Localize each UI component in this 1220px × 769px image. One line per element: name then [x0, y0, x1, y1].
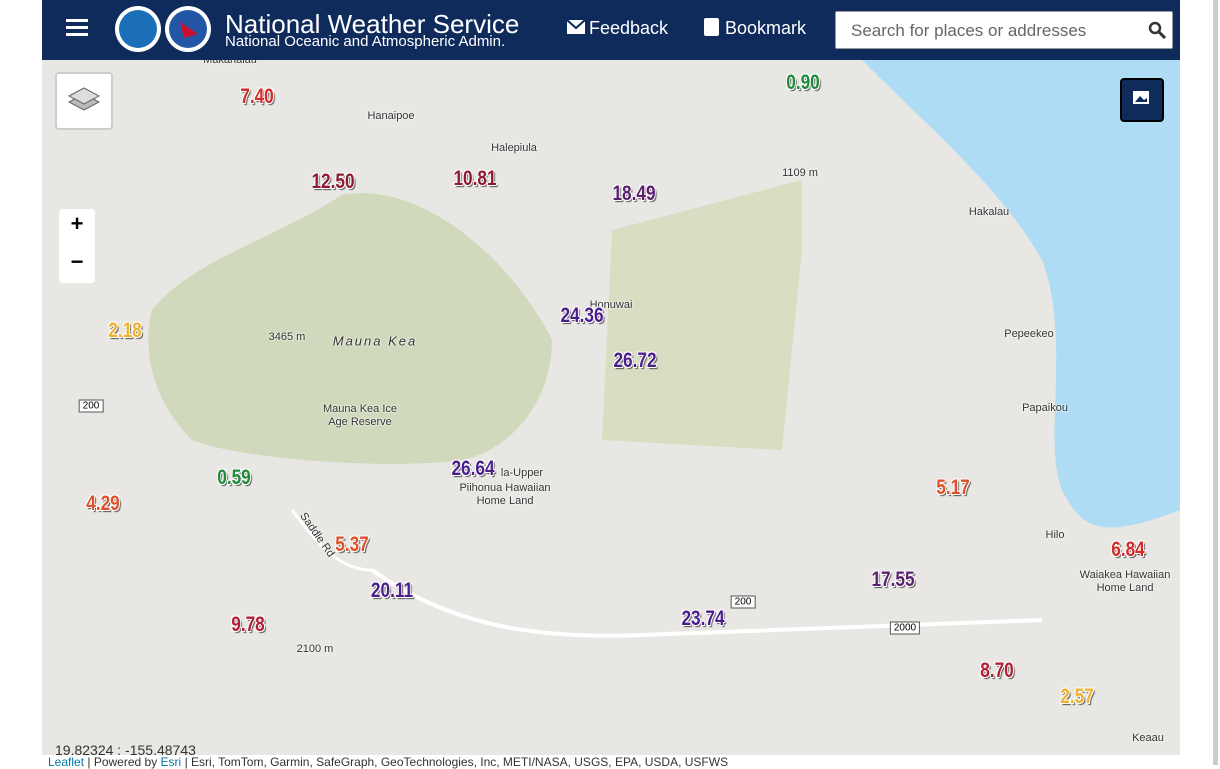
rainfall-value: 5.37 — [335, 533, 369, 556]
map[interactable]: Makahalau Hanaipoe Halepiula 1109 m Hakalau H… — [42, 60, 1180, 755]
place-label: Keaau — [1132, 732, 1164, 744]
place-label: Piihonua Hawaiian — [459, 482, 551, 494]
place-label: Makahalau — [203, 60, 257, 66]
rainfall-value: 6.84 — [1111, 538, 1145, 561]
search-box[interactable]: Search for places or addresses — [835, 11, 1173, 49]
road-shield: 2000 — [889, 621, 921, 635]
search-icon[interactable] — [1148, 21, 1166, 39]
scrollbar[interactable] — [1213, 0, 1218, 765]
rainfall-value: 23.74 — [681, 607, 725, 630]
place-label: Papaikou — [1022, 402, 1068, 414]
header: National Weather Service National Oceani… — [42, 0, 1180, 60]
rainfall-value: 5.17 — [936, 476, 970, 499]
rainfall-value: 17.55 — [871, 568, 915, 591]
search-placeholder: Search for places or addresses — [851, 21, 1087, 40]
place-label: 1109 m — [782, 167, 818, 179]
place-label: Home Land — [476, 495, 534, 507]
place-label: Mauna Kea Ice — [323, 403, 397, 415]
basemap — [148, 60, 1180, 638]
feedback-link[interactable]: Feedback — [589, 18, 669, 38]
rainfall-value: 9.78 — [231, 613, 265, 636]
place-label: Waiakea Hawaiian — [1079, 569, 1171, 581]
coordinates: 19.82324 : -155.48743 — [55, 742, 196, 755]
bookmark-icon — [704, 18, 719, 36]
place-label: la-Upper — [500, 467, 544, 479]
rainfall-value: 26.72 — [613, 349, 657, 372]
bookmark-link[interactable]: Bookmark — [725, 18, 807, 38]
mail-icon — [567, 20, 585, 34]
place-label: Honuwai — [589, 299, 633, 311]
rainfall-value: 4.29 — [86, 492, 120, 515]
rainfall-value: 24.36 — [560, 304, 604, 327]
rainfall-value: 0.90 — [786, 71, 820, 94]
rainfall-value: 26.64 — [451, 457, 495, 480]
powered-by: | Powered by — [87, 755, 158, 769]
place-label: 3465 m — [268, 331, 306, 343]
logos — [115, 6, 211, 52]
place-label: Pepeekeo — [1004, 328, 1054, 340]
place-label: Age Reserve — [328, 416, 392, 428]
layers-button[interactable] — [55, 72, 113, 130]
rainfall-value: 10.81 — [453, 167, 497, 190]
site-title: National Weather Service — [225, 9, 520, 39]
rainfall-value: 12.50 — [311, 170, 355, 193]
rainfall-value: 2.57 — [1060, 685, 1094, 708]
place-label: Hakalau — [968, 206, 1010, 218]
esri-link[interactable]: Esri — [160, 755, 182, 769]
sources: | Esri, TomTom, Garmin, SafeGraph, GeoTe… — [184, 755, 729, 769]
rainfall-value: 7.40 — [240, 85, 274, 108]
attribution: Leaflet | Powered by Esri | Esri, TomTom… — [48, 755, 728, 769]
zoom-control: + − — [59, 209, 95, 283]
place-label: Halepiula — [491, 142, 537, 154]
rainfall-value: 0.59 — [217, 466, 251, 489]
rainfall-value: 8.70 — [980, 659, 1014, 682]
place-label: Hanaipoe — [367, 110, 415, 122]
place-label: Mauna Kea — [332, 333, 418, 349]
place-label: Home Land — [1096, 582, 1154, 594]
rainfall-value: 20.11 — [370, 579, 414, 602]
zoom-out[interactable]: − — [70, 249, 84, 274]
leaflet-link[interactable]: Leaflet — [48, 755, 85, 769]
road-shield: 200 — [78, 399, 104, 413]
image-button[interactable] — [1120, 78, 1164, 122]
site-subtitle: National Oceanic and Atmospheric Admin. — [225, 33, 506, 50]
road-shield: 200 — [730, 595, 756, 609]
zoom-in[interactable]: + — [70, 211, 84, 236]
menu-icon[interactable] — [66, 17, 92, 39]
place-label: Hilo — [1045, 529, 1065, 541]
place-label: 2100 m — [296, 643, 334, 655]
rainfall-value: 2.18 — [108, 319, 142, 342]
rainfall-value: 18.49 — [612, 182, 656, 205]
